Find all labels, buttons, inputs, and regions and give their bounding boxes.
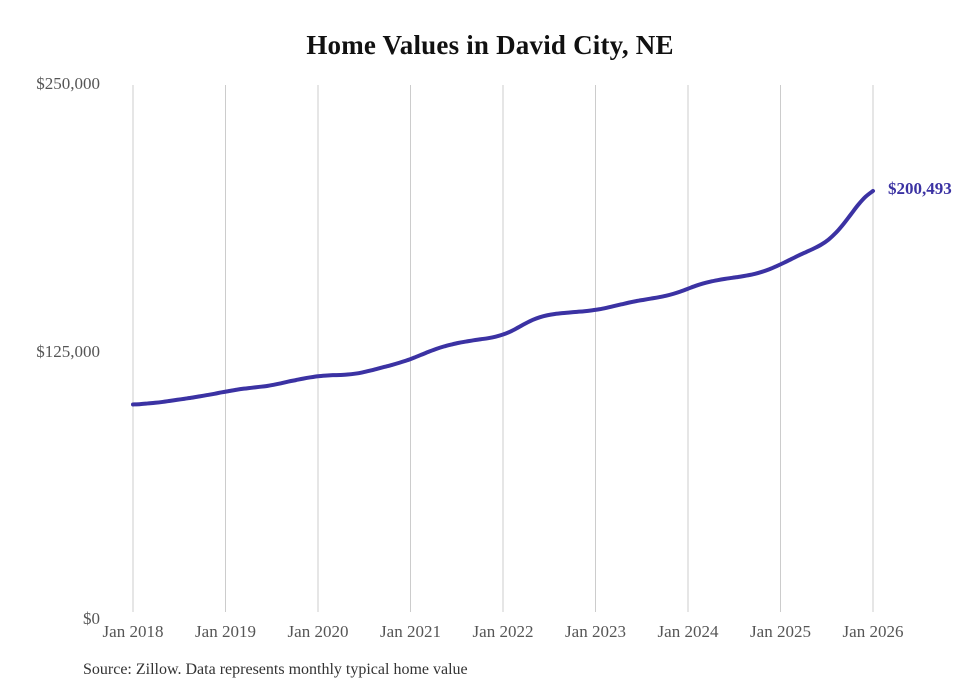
x-axis-tick-label: Jan 2020 — [287, 622, 349, 641]
x-axis-tick-label: Jan 2024 — [657, 622, 719, 641]
series-line-path — [131, 188, 875, 407]
x-axis-tick-label: Jan 2022 — [472, 622, 534, 641]
chart-source-note: Source: Zillow. Data represents monthly … — [83, 661, 468, 678]
y-axis-tick-label: $250,000 — [36, 74, 100, 93]
x-axis-tick-label: Jan 2026 — [842, 622, 904, 641]
x-axis-tick-label: Jan 2023 — [565, 622, 626, 641]
y-axis-tick-label: $0 — [83, 609, 100, 628]
series-end-value-annotation: $200,493 — [888, 178, 952, 198]
x-axis-tick-label: Jan 2025 — [750, 622, 811, 641]
x-axis-tick-label: Jan 2018 — [102, 622, 164, 641]
data-series-line — [131, 188, 875, 407]
x-axis-tick-label: Jan 2021 — [380, 622, 441, 641]
y-axis-tick-label: $125,000 — [36, 341, 100, 361]
chart-title: Home Values in David City, NE — [306, 30, 674, 60]
gridlines — [132, 85, 874, 612]
x-axis-tick-label: Jan 2019 — [195, 622, 256, 641]
